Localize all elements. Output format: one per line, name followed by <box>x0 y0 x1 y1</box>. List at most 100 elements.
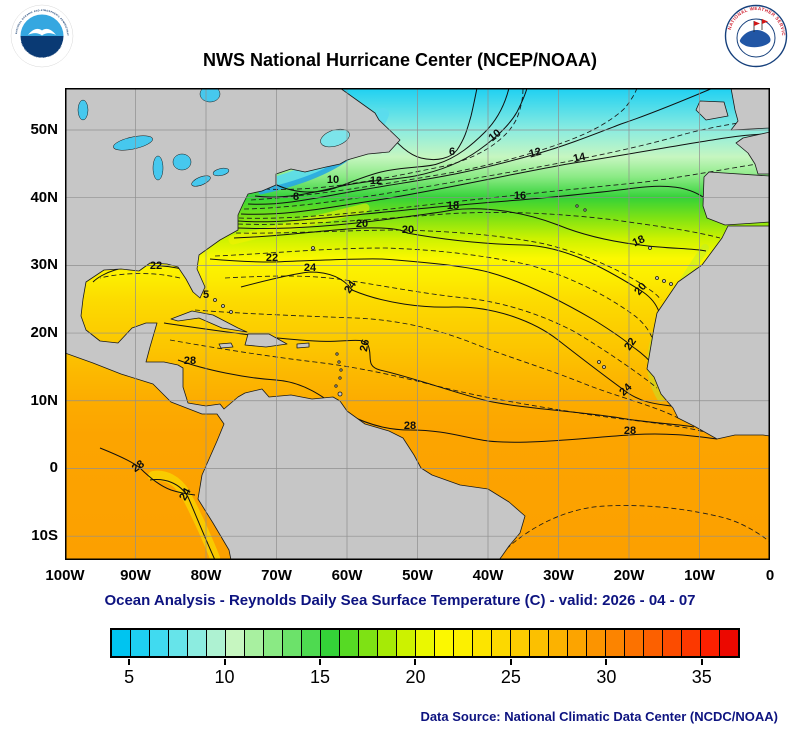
lon-axis-label: 90W <box>120 567 151 584</box>
contour-label: 18 <box>631 233 647 249</box>
lake-michigan <box>152 155 164 181</box>
colorbar-segment <box>720 630 738 656</box>
contour-label: 6 <box>449 146 455 158</box>
colorbar-segment <box>492 630 511 656</box>
lon-axis-label: 0 <box>765 567 775 584</box>
map-subtitle: Ocean Analysis - Reynolds Daily Sea Surf… <box>104 592 696 609</box>
colorbar-segment <box>606 630 625 656</box>
colorbar-segment <box>530 630 549 656</box>
gulf-of-st-lawrence <box>320 128 350 148</box>
colorbar-tick <box>223 659 226 665</box>
contour-label: 22 <box>622 336 639 353</box>
sst-contour-lines-dashed <box>99 88 770 560</box>
contour-label: 14 <box>572 151 587 165</box>
colorbar-segment <box>131 630 150 656</box>
colorbar-segment <box>701 630 720 656</box>
contour-label: 10 <box>327 174 339 186</box>
colorbar-segment <box>283 630 302 656</box>
noaa-logo: NATIONAL OCEANIC AND ATMOSPHERIC ADMINIS… <box>10 4 74 68</box>
lon-axis-label: 80W <box>190 567 222 584</box>
colorbar-segment <box>511 630 530 656</box>
colorbar-segment <box>321 630 340 656</box>
contour-label: 8 <box>293 191 299 203</box>
land-small-islands <box>213 204 673 397</box>
colorbar-segment <box>245 630 264 656</box>
lat-axis-label: 0 <box>49 459 58 477</box>
colorbar-tick <box>319 659 321 665</box>
colorbar-tick-label: 20 <box>405 667 426 687</box>
lake-superior <box>113 135 153 151</box>
colorbar-segment <box>473 630 492 656</box>
land-puerto-rico <box>296 342 310 349</box>
colorbar-segment <box>169 630 188 656</box>
land-ireland <box>695 100 729 121</box>
lat-axis-label: 50N <box>30 120 58 138</box>
landmasses <box>65 88 770 560</box>
contour-label: 22 <box>266 252 278 264</box>
colorbar-tick-label: 30 <box>596 667 617 687</box>
nws-map-shape <box>739 30 771 48</box>
lake-winnipeg <box>77 99 89 121</box>
colorbar-segment <box>625 630 644 656</box>
lon-axis-label: 30W <box>543 567 574 584</box>
colorbar-tick-label: 15 <box>309 667 331 687</box>
noaa-seagull-icon <box>28 28 56 36</box>
colorbar-segment <box>302 630 321 656</box>
lakes <box>77 88 350 187</box>
contour-label: 24 <box>304 262 317 274</box>
temperature-colorbar <box>110 628 740 658</box>
land-africa <box>646 225 770 440</box>
contour-label: 26 <box>358 338 372 352</box>
colorbar-tick-label: 35 <box>691 667 712 687</box>
colorbar-segment <box>435 630 454 656</box>
colorbar-segment <box>112 630 131 656</box>
lon-axis-label: 40W <box>472 567 504 584</box>
colorbar-tick <box>509 659 512 665</box>
nws-logo: NATIONAL WEATHER SERVICE <box>724 4 788 68</box>
lat-axis-label: 10S <box>31 527 58 545</box>
noaa-sky-half <box>20 14 64 36</box>
colorbar-segment <box>454 630 473 656</box>
contour-label: 28 <box>130 458 147 475</box>
lon-axis-label: 20W <box>613 567 645 584</box>
colorbar-segment <box>644 630 663 656</box>
colorbar-tick <box>700 659 703 665</box>
colorbar-segment <box>568 630 587 656</box>
lon-axis-label: 10W <box>684 567 715 584</box>
contour-label: 5 <box>203 289 209 301</box>
lon-axis-label: 70W <box>261 567 292 584</box>
colorbar-segment <box>359 630 378 656</box>
colorbar-tick <box>414 659 417 665</box>
contour-label: 18 <box>447 200 459 212</box>
james-bay <box>199 88 221 103</box>
lat-axis-label: 40N <box>30 188 58 206</box>
colorbar-segment <box>378 630 397 656</box>
lake-ontario <box>212 167 230 177</box>
colorbar-tick-label: 25 <box>500 667 521 687</box>
colorbar-tick <box>128 659 131 665</box>
lake-huron <box>172 153 192 171</box>
colorbar-segment <box>587 630 606 656</box>
colorbar-tick <box>605 659 608 665</box>
colorbar-segment <box>397 630 416 656</box>
lat-axis-label: 30N <box>30 256 58 274</box>
colorbar-segment <box>549 630 568 656</box>
map-frame <box>65 88 770 560</box>
contour-label: 28 <box>624 425 636 437</box>
page-title: NWS National Hurricane Center (NCEP/NOAA… <box>202 50 598 70</box>
colorbar-segment <box>226 630 245 656</box>
land-americas <box>65 88 526 560</box>
lat-axis-label: 10N <box>30 391 58 409</box>
graticule <box>65 88 770 560</box>
contour-label: 22 <box>150 260 162 272</box>
land-uk <box>730 88 770 131</box>
contour-label: 12 <box>370 175 382 187</box>
contour-label: 20 <box>402 224 414 236</box>
contour-label: 20 <box>356 218 368 230</box>
lon-axis-label: 50W <box>402 567 433 584</box>
land-iberia <box>702 171 770 226</box>
noaa-sea-half <box>20 36 64 58</box>
colorbar-segment <box>340 630 359 656</box>
colorbar-tick-label: 10 <box>214 667 235 687</box>
